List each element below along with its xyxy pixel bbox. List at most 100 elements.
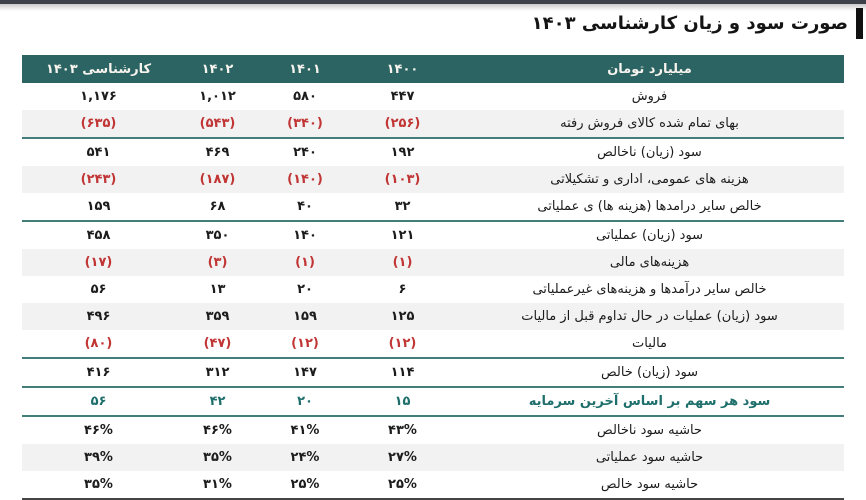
header-cell-1402: ۱۴۰۲ [201, 61, 234, 77]
header-cell-unit: میلیارد تومان [607, 61, 692, 77]
row-label: حاشیه سود ناخالص [597, 423, 702, 438]
value-y1401: ۲۰ [297, 394, 313, 409]
row-label: هزینه‌های مالی [609, 255, 690, 270]
value-y1402: ۳۵۰ [205, 228, 230, 243]
value-y1402: ۴۶% [203, 423, 232, 438]
value-y1402: (۳) [207, 255, 228, 270]
table-row: سود (زیان) عملیات در حال تداوم قبل از ما… [22, 303, 844, 330]
value-y1400: ۱۱۴ [390, 365, 415, 380]
value-y1402: (۵۴۳) [199, 116, 236, 131]
value-y1400: ۱۹۲ [390, 145, 415, 160]
value-y1403: ۴۵۸ [86, 228, 111, 243]
value-y1401: ۱۴۰ [293, 228, 317, 243]
value-y1401: ۲۵% [290, 477, 320, 492]
value-y1400: ۲۵% [388, 477, 417, 492]
value-y1400: ۴۳% [388, 423, 417, 438]
value-y1402: ۳۵% [203, 450, 232, 465]
table-row: مالیات (۱۲) (۱۲) (۴۷) (۸۰) [22, 330, 844, 359]
table-row: خالص سایر درامدها (هزینه ها) ی عملیاتی ۳… [22, 193, 844, 222]
table-row: حاشیه سود ناخالص ۴۳% ۴۱% ۴۶% ۴۶% [22, 417, 844, 444]
value-y1400: ۴۴۷ [390, 89, 415, 104]
value-y1402: ۳۱% [203, 477, 232, 492]
value-y1400: (۲۵۶) [384, 116, 421, 131]
value-y1403: (۶۳۵) [80, 116, 117, 131]
value-y1403: (۸۰) [84, 336, 113, 351]
value-y1403: ۱۵۹ [86, 199, 111, 214]
value-y1402: ۳۵۹ [205, 309, 230, 324]
value-y1400: ۶ [398, 282, 407, 297]
table-row: هزینه‌های مالی (۱) (۱) (۳) (۱۷) [22, 249, 844, 276]
table-row: فروش ۴۴۷ ۵۸۰ ۱,۰۱۲ ۱,۱۷۶ [22, 83, 844, 110]
table-row: سود هر سهم بر اساس آخرین سرمایه ۱۵ ۲۰ ۴۲ ۵۶ [22, 388, 844, 417]
table-header-row: میلیارد تومان ۱۴۰۰ ۱۴۰۱ ۱۴۰۲ کارشناسی ۱۴… [22, 55, 844, 83]
value-y1403: ۳۹% [84, 450, 113, 465]
value-y1403: ۴۱۶ [86, 365, 111, 380]
pl-table-body: فروش ۴۴۷ ۵۸۰ ۱,۰۱۲ ۱,۱۷۶ بهای تمام شده کالا… [22, 83, 844, 498]
table-row: بهای تمام شده کالای فروش رفته (۲۵۶) (۳۴۰)… [22, 110, 844, 139]
value-y1400: ۱۲۵ [390, 309, 415, 324]
value-y1403: ۱,۱۷۶ [80, 89, 117, 104]
value-y1402: (۱۸۷) [199, 172, 236, 187]
value-y1402: ۶۸ [209, 199, 226, 214]
value-y1400: (۱۲) [388, 336, 417, 351]
row-label: سود (زیان) عملیاتی [595, 228, 704, 243]
value-y1400: ۳۲ [394, 199, 411, 214]
row-label: فروش [631, 89, 668, 104]
header-cell-1400: ۱۴۰۰ [386, 61, 419, 77]
value-y1402: ۱۳ [209, 282, 226, 297]
value-y1403: (۲۴۳) [80, 172, 117, 187]
value-y1401: (۱۲) [291, 336, 319, 351]
value-y1402: ۳۱۲ [205, 365, 230, 380]
value-y1401: ۴۰ [297, 199, 313, 214]
header-cell-1403: کارشناسی ۱۴۰۳ [45, 61, 152, 77]
value-y1401: (۱) [295, 255, 315, 270]
value-y1401: ۲۴۰ [293, 145, 317, 160]
row-label: سود (زیان) عملیات در حال تداوم قبل از ما… [521, 309, 778, 324]
value-y1400: ۱۲۱ [390, 228, 415, 243]
value-y1402: ۴۶۹ [205, 145, 230, 160]
row-label: خالص سایر درآمدها و هزینه‌های غیرعملیاتی [532, 282, 767, 297]
row-label: هزینه های عمومی، اداری و تشکیلاتی [550, 172, 749, 187]
top-divider-shadow [0, 4, 866, 11]
value-y1403: ۵۶ [90, 282, 107, 297]
value-y1401: ۲۰ [297, 282, 313, 297]
value-y1401: ۱۵۹ [293, 309, 317, 324]
page-header: صورت سود و زیان کارشناسی ۱۴۰۳ [532, 7, 866, 39]
profit-loss-table: میلیارد تومان ۱۴۰۰ ۱۴۰۱ ۱۴۰۲ کارشناسی ۱۴… [22, 55, 844, 500]
title-accent-bar [856, 7, 863, 39]
row-label: مالیات [632, 336, 668, 351]
value-y1400: ۱۵ [394, 394, 411, 409]
value-y1401: ۲۴% [290, 450, 320, 465]
value-y1401: ۱۴۷ [293, 365, 317, 380]
value-y1401: ۴۱% [290, 423, 320, 438]
row-label: حاشیه سود خالص [600, 477, 699, 492]
value-y1403: ۳۵% [84, 477, 113, 492]
value-y1402: ۴۲ [209, 394, 226, 409]
table-row: سود (زیان) خالص ۱۱۴ ۱۴۷ ۳۱۲ ۴۱۶ [22, 359, 844, 388]
table-row: سود (زیان) عملیاتی ۱۲۱ ۱۴۰ ۳۵۰ ۴۵۸ [22, 222, 844, 249]
page-title: صورت سود و زیان کارشناسی ۱۴۰۳ [531, 12, 848, 34]
value-y1400: (۱) [392, 255, 413, 270]
row-label: حاشیه سود عملیاتی [595, 450, 704, 465]
value-y1403: (۱۷) [84, 255, 113, 270]
table-row: سود (زیان) ناخالص ۱۹۲ ۲۴۰ ۴۶۹ ۵۴۱ [22, 139, 844, 166]
value-y1401: ۵۸۰ [293, 89, 317, 104]
row-label: سود (زیان) ناخالص [597, 145, 702, 160]
value-y1403: ۴۶% [84, 423, 113, 438]
value-y1403: ۵۶ [90, 394, 107, 409]
value-y1402: (۴۷) [203, 336, 232, 351]
value-y1403: ۴۹۶ [86, 309, 111, 324]
table-row: خالص سایر درآمدها و هزینه‌های غیرعملیاتی… [22, 276, 844, 303]
value-y1401: (۳۴۰) [287, 116, 323, 131]
header-cell-1401: ۱۴۰۱ [289, 61, 321, 77]
value-y1400: (۱۰۳) [384, 172, 421, 187]
table-row: حاشیه سود عملیاتی ۲۷% ۲۴% ۳۵% ۳۹% [22, 444, 844, 471]
value-y1400: ۲۷% [388, 450, 417, 465]
row-label: سود هر سهم بر اساس آخرین سرمایه [528, 394, 771, 409]
value-y1402: ۱,۰۱۲ [199, 89, 236, 104]
top-divider-bar [0, 0, 866, 4]
row-label: بهای تمام شده کالای فروش رفته [560, 116, 739, 131]
row-label: خالص سایر درامدها (هزینه ها) ی عملیاتی [537, 199, 762, 214]
row-label: سود (زیان) خالص [600, 365, 699, 380]
